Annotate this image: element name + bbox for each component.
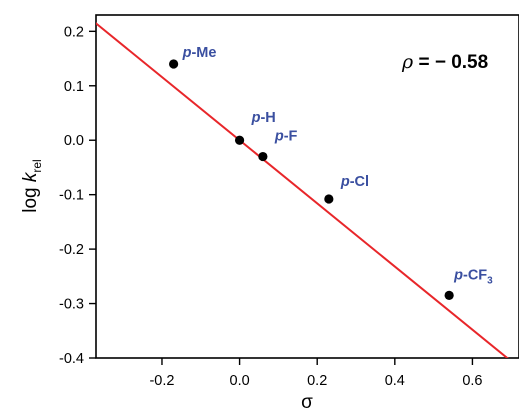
point-label: p-H xyxy=(251,110,276,126)
y-tick-label: -0.1 xyxy=(59,188,84,204)
y-tick-label: 0.0 xyxy=(64,133,84,149)
point-label: p-Cl xyxy=(340,174,369,190)
point-label: p-CF3 xyxy=(453,267,493,286)
x-tick-label: 0.6 xyxy=(462,373,482,389)
y-tick-label: -0.3 xyxy=(59,297,84,313)
y-tick-label: -0.4 xyxy=(59,351,84,367)
x-tick-label: 0.2 xyxy=(307,373,327,389)
data-point xyxy=(258,151,268,162)
y-tick-label: 0.2 xyxy=(64,24,84,40)
data-point xyxy=(324,194,334,204)
y-tick-label: -0.2 xyxy=(59,242,84,258)
rho-symbol: ρ xyxy=(401,51,414,73)
x-axis-title: σ xyxy=(301,392,313,412)
y-axis-title-main: log xyxy=(20,182,41,213)
x-tick-label: 0.0 xyxy=(230,373,250,389)
y-axis-title: log krel xyxy=(20,159,44,212)
y-axis-title-subscript: rel xyxy=(30,159,44,172)
plot-frame xyxy=(95,14,519,359)
y-axis-title-italic: k xyxy=(20,171,41,182)
data-point xyxy=(169,59,179,69)
x-tick-label: 0.4 xyxy=(385,373,405,389)
point-label: p-F xyxy=(274,129,298,145)
y-tick-label: 0.1 xyxy=(64,79,84,95)
point-label: p-Me xyxy=(182,45,217,61)
rho-value: = − 0.58 xyxy=(413,52,488,73)
data-point xyxy=(234,135,245,145)
fit-line xyxy=(96,22,509,358)
data-point xyxy=(444,290,454,300)
rho-annotation: ρ = − 0.58 xyxy=(401,51,488,73)
x-tick-label: -0.2 xyxy=(149,373,174,389)
